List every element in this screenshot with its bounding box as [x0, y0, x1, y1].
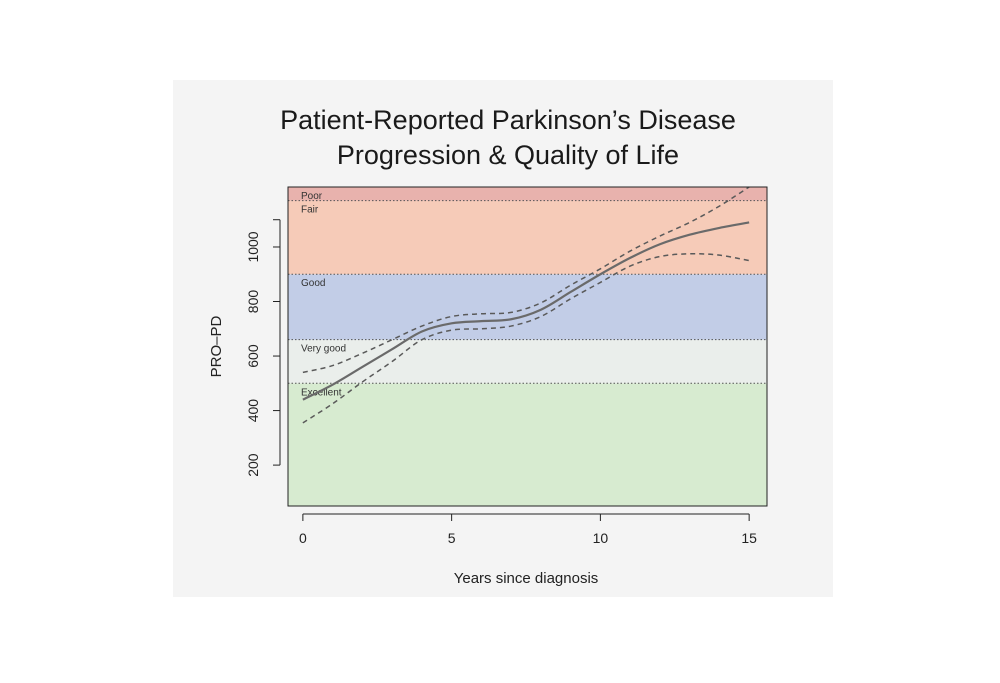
y-tick-label: 200: [245, 453, 261, 477]
band-poor: [288, 187, 767, 201]
chart-title-line-2: Progression & Quality of Life: [336, 140, 680, 170]
band-label: Fair: [301, 205, 319, 216]
y-tick-label: 1000: [245, 231, 261, 262]
x-tick-label: 5: [448, 530, 456, 546]
band-excellent: [288, 383, 767, 506]
quality-bands: [288, 187, 767, 506]
band-labels: Excellent Very good Good Fair Poor: [301, 191, 346, 398]
y-axis-label: PRO–PD: [208, 315, 225, 377]
chart-svg: Excellent Very good Good Fair Poor 0 5 10 15 20…: [208, 186, 768, 587]
x-tick-label: 10: [593, 530, 609, 546]
x-axis: 0 5 10 15: [299, 513, 757, 546]
band-very-good: [288, 339, 767, 384]
x-tick-label: 15: [741, 530, 757, 546]
band-label: Very good: [301, 344, 346, 355]
y-tick-label: 600: [245, 344, 261, 368]
series-line-estimate: [302, 221, 750, 401]
y-axis: 200 400 600 800 1000: [245, 219, 281, 477]
plot-frame: [287, 186, 768, 507]
series-line-ci-1: [302, 186, 750, 374]
series-lines: [302, 186, 750, 424]
x-tick-label: 0: [299, 530, 307, 546]
band-label: Excellent: [301, 387, 342, 398]
band-dividers: [288, 200, 767, 384]
band-label: Poor: [301, 191, 323, 202]
band-fair: [288, 200, 767, 275]
chart-title: Patient-Reported Parkinson’s Disease Pro…: [173, 103, 843, 173]
band-label: Good: [301, 278, 325, 289]
y-tick-label: 800: [245, 290, 261, 314]
chart-panel: Patient-Reported Parkinson’s Disease Pro…: [173, 80, 833, 597]
series-line-ci-2: [302, 252, 750, 424]
band-good: [288, 274, 767, 340]
chart-title-line-1: Patient-Reported Parkinson’s Disease: [280, 105, 736, 135]
x-axis-label: Years since diagnosis: [454, 570, 599, 587]
y-tick-label: 400: [245, 399, 261, 423]
